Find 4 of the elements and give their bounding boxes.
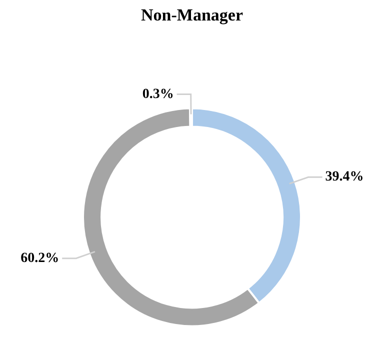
data-label: 60.2% [20,250,60,266]
chart-title: Non-Manager [141,6,244,25]
data-label: 0.3% [142,86,174,102]
data-label: 39.4% [325,170,364,185]
